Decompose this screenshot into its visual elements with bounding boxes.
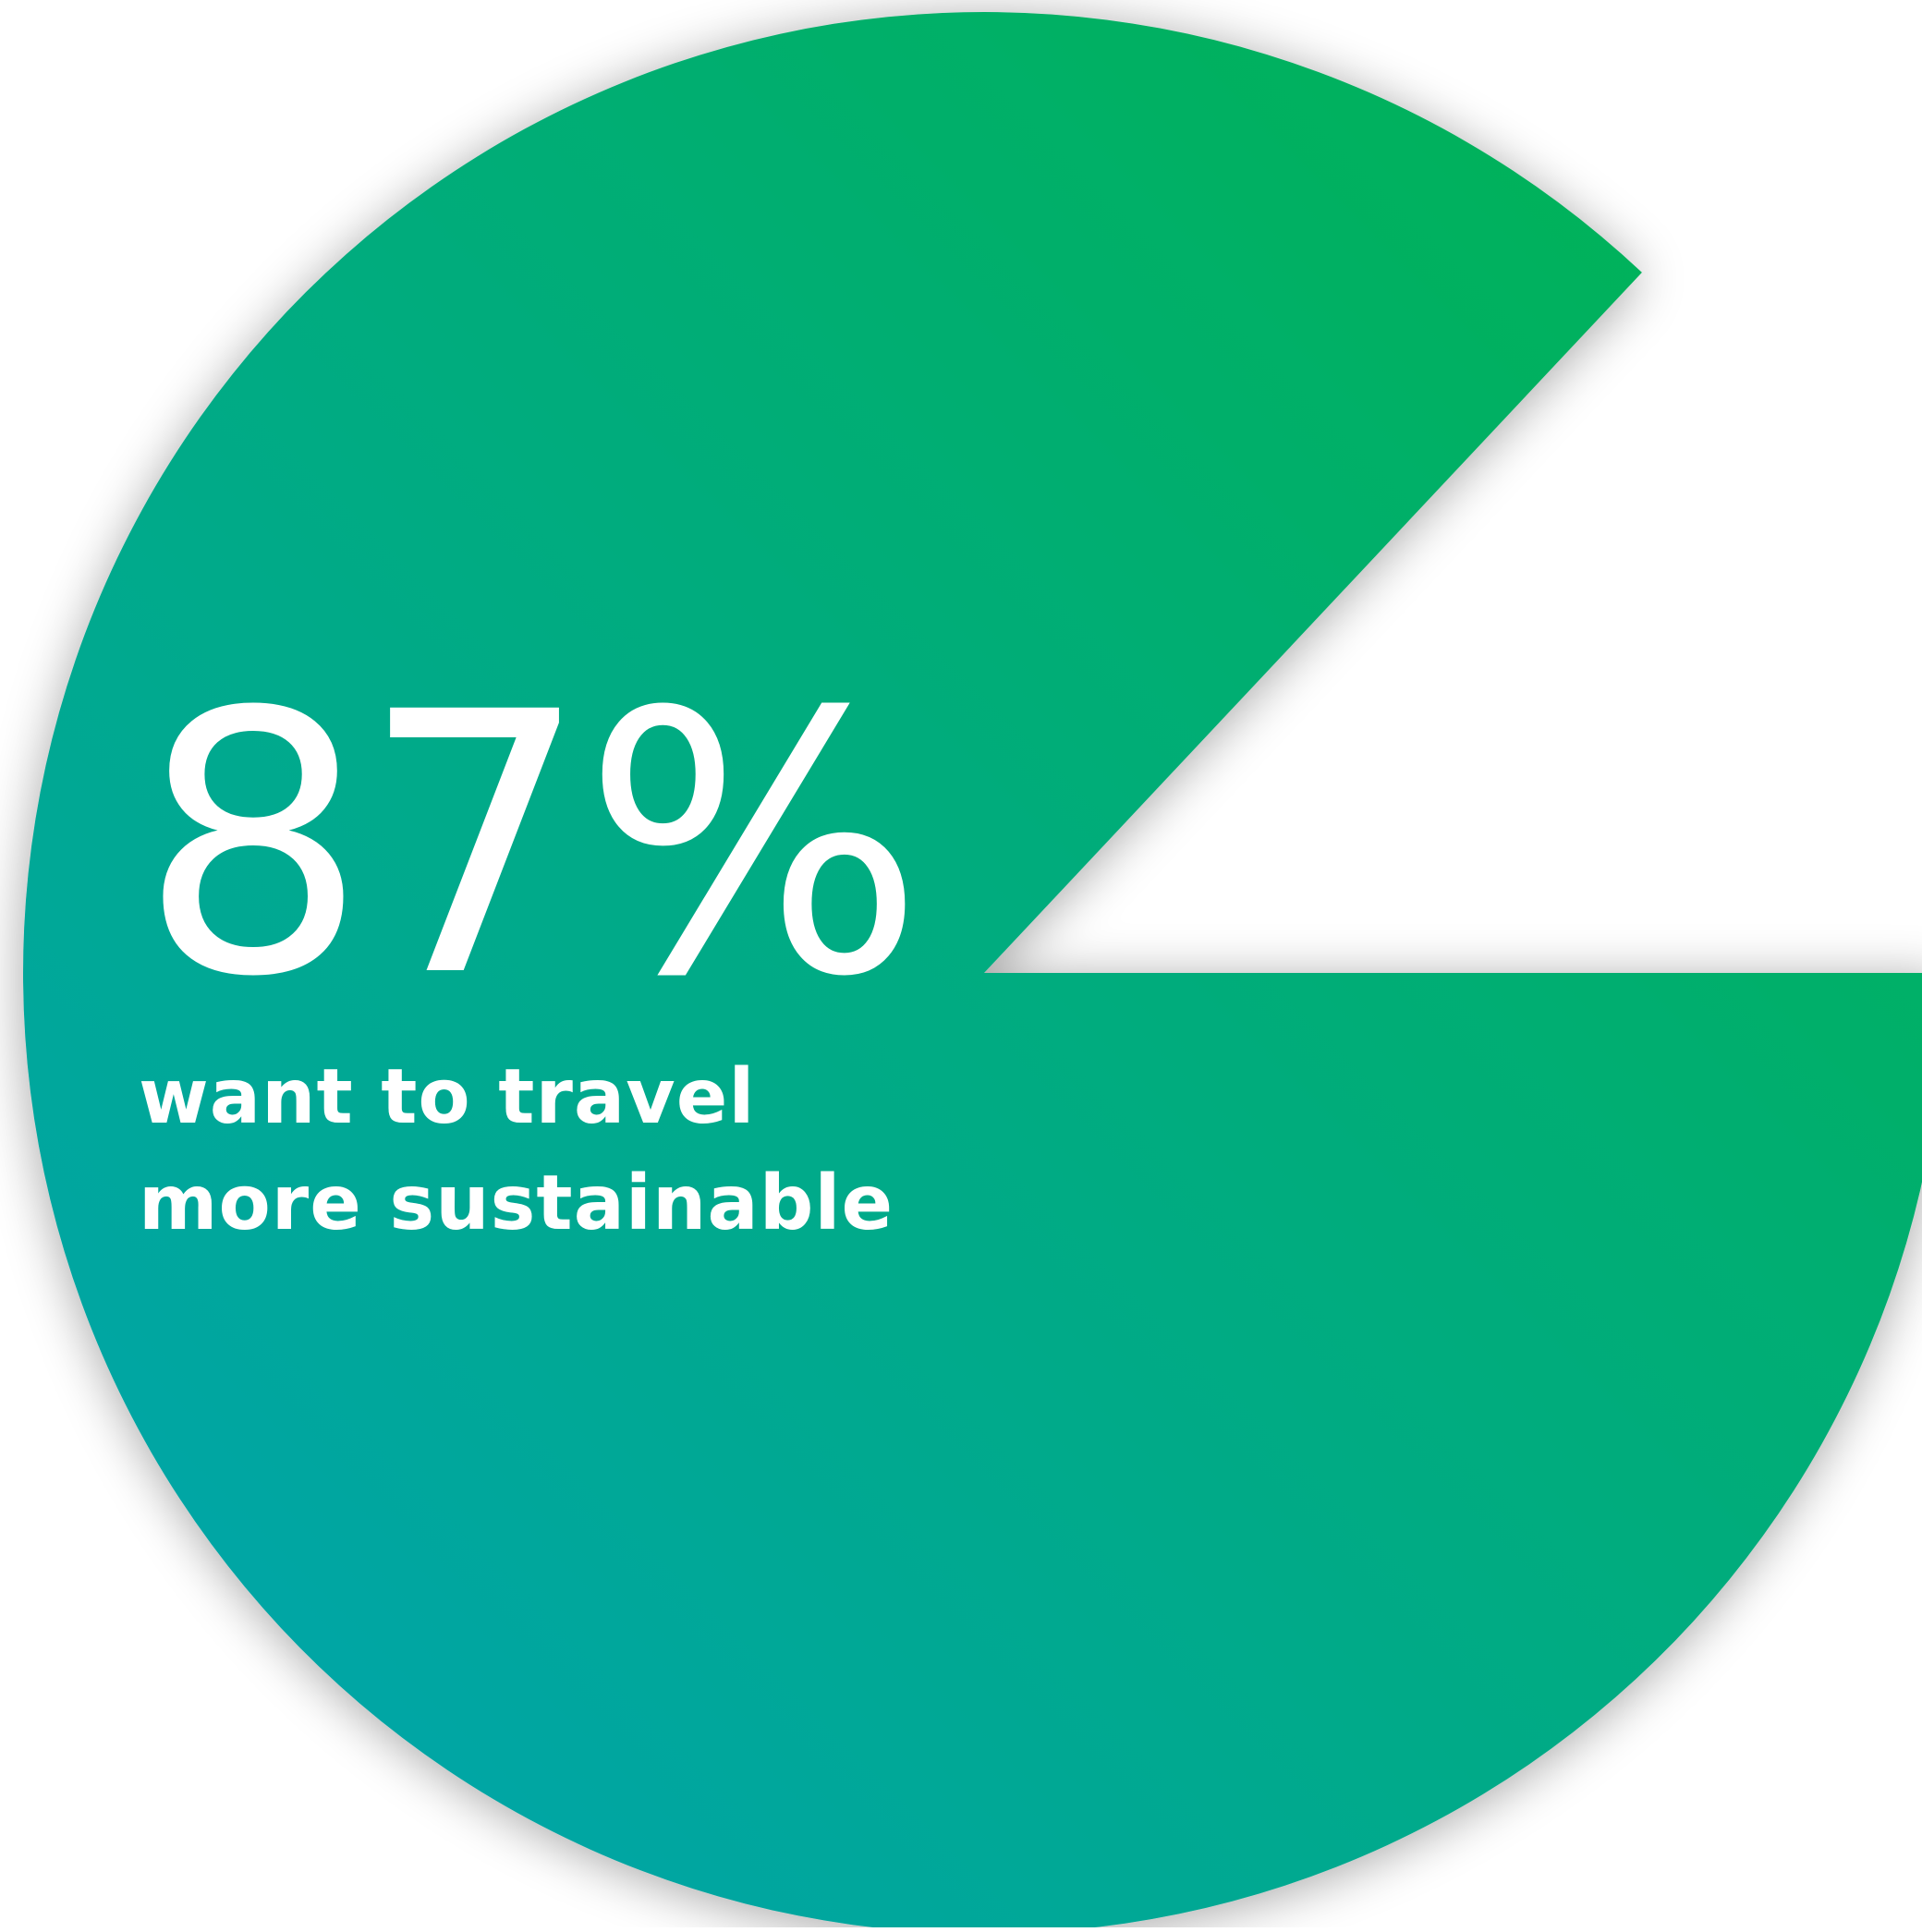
- stat-caption-line-2: more sustainable: [139, 1160, 894, 1247]
- stat-block: 87% want to travel more sustainable: [139, 636, 925, 1257]
- stat-caption: want to travel more sustainable: [139, 1044, 918, 1257]
- pie-slice-87: [23, 12, 1922, 1932]
- stat-caption-line-1: want to travel: [139, 1053, 756, 1141]
- stat-value: 87%: [139, 636, 925, 1055]
